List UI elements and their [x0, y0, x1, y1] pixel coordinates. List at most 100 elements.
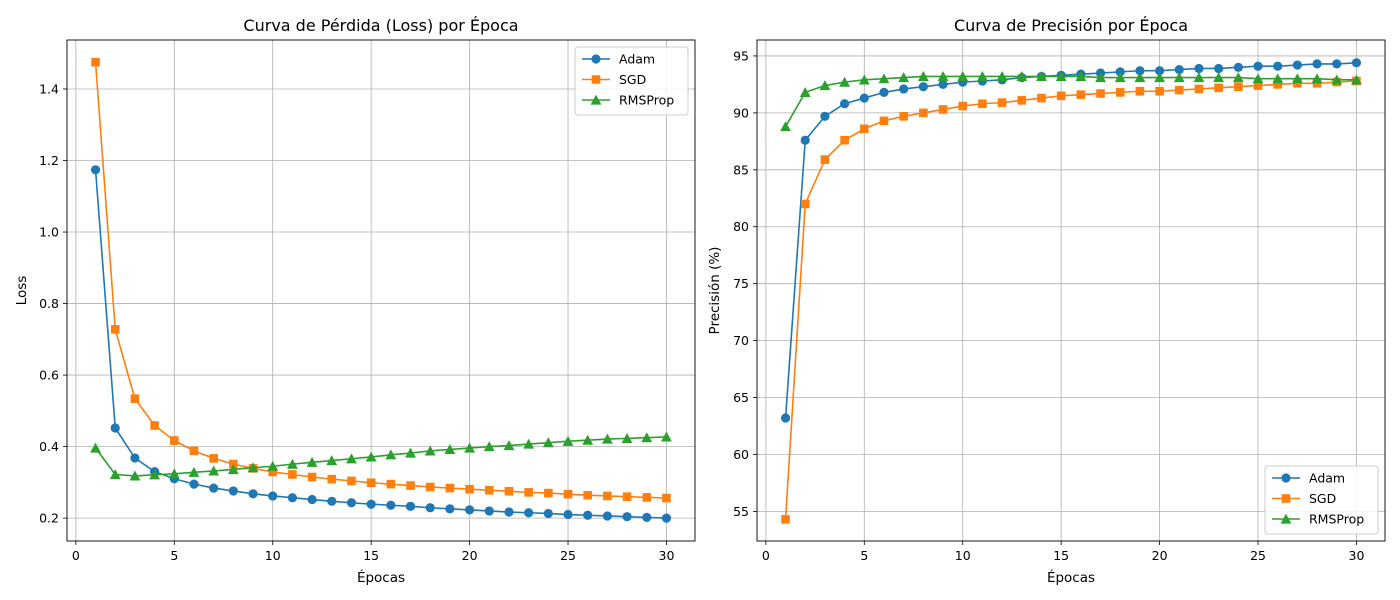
data-point [307, 472, 317, 482]
series-line-rmsprop [94, 436, 667, 477]
data-point [780, 413, 791, 423]
data-point [287, 493, 298, 503]
y-tick-label: 1.4 [39, 81, 59, 96]
x-tick-label: 0 [762, 548, 770, 563]
data-point [130, 453, 140, 463]
data-point [484, 506, 494, 516]
data-point [306, 456, 318, 467]
data-point [1055, 71, 1067, 82]
data-point [346, 453, 357, 464]
data-point [1115, 88, 1125, 97]
y-tick-label: 1.0 [39, 225, 59, 240]
y-tick-label: 65 [733, 390, 749, 405]
data-point [1173, 72, 1185, 83]
legend-item-sgd: SGD [582, 72, 646, 87]
data-point [819, 80, 831, 91]
data-point [840, 99, 850, 109]
legend-label: Adam [1309, 471, 1345, 486]
data-point [465, 484, 474, 494]
data-point [1232, 72, 1244, 83]
data-point [958, 101, 968, 111]
data-point [149, 469, 161, 480]
data-point [641, 432, 653, 443]
data-point [780, 121, 791, 132]
data-point [1096, 89, 1105, 98]
data-point [1273, 80, 1283, 89]
data-point [781, 515, 790, 524]
series-adam [90, 165, 672, 523]
data-point [327, 474, 337, 484]
data-point [524, 508, 534, 518]
data-point [622, 512, 632, 522]
chart-title: Curva de Pérdida (Loss) por Época [243, 16, 518, 35]
data-point [1351, 74, 1362, 85]
data-point [444, 444, 456, 455]
data-point [1311, 73, 1323, 84]
data-point [1017, 96, 1027, 105]
data-point [248, 489, 258, 499]
data-point [405, 447, 416, 458]
data-point [1193, 72, 1205, 83]
data-point [288, 470, 297, 479]
x-tick-label: 5 [170, 548, 178, 563]
data-point [1154, 66, 1165, 76]
data-point [582, 434, 594, 445]
data-point [937, 71, 949, 82]
data-point [209, 483, 219, 493]
plot-area [757, 40, 1385, 541]
y-tick-label: 0.6 [39, 368, 59, 383]
data-point [918, 82, 928, 92]
data-point [543, 508, 553, 519]
data-point [464, 442, 475, 453]
data-point [406, 481, 415, 490]
data-point [820, 155, 830, 164]
data-point [484, 485, 494, 495]
data-point [424, 445, 436, 456]
legend-label: SGD [1309, 491, 1336, 506]
data-point [859, 124, 869, 134]
data-point [523, 438, 535, 449]
data-point [524, 488, 533, 497]
data-point [800, 199, 810, 209]
data-point [504, 486, 514, 496]
data-point [1155, 86, 1164, 96]
data-point [878, 73, 890, 84]
legend-label: RMSProp [619, 93, 674, 108]
legend-label: SGD [619, 72, 646, 87]
data-point [1292, 60, 1302, 70]
legend-label: Adam [619, 52, 655, 67]
y-tick-label: 0.4 [39, 439, 59, 454]
legend-marker [1281, 473, 1291, 483]
data-point [917, 71, 929, 82]
x-tick-label: 10 [265, 548, 281, 563]
data-point [919, 108, 928, 118]
data-point [1194, 84, 1204, 94]
legend-box [1264, 465, 1379, 535]
y-tick-label: 70 [733, 333, 749, 348]
data-point [661, 431, 672, 442]
data-point [1214, 83, 1223, 93]
data-point [562, 435, 574, 446]
series-rmsprop [780, 71, 1362, 132]
legend-box [574, 46, 689, 116]
data-point [386, 479, 396, 489]
data-point [1016, 71, 1028, 82]
data-point [938, 105, 948, 114]
data-point [268, 467, 278, 477]
data-point [268, 491, 278, 501]
data-point [1075, 71, 1087, 82]
data-point [583, 510, 593, 520]
data-point [662, 493, 671, 503]
data-point [247, 462, 259, 473]
data-point [90, 442, 101, 453]
y-tick-label: 60 [733, 447, 749, 462]
x-axis-label: Épocas [357, 569, 405, 586]
y-tick-label: 0.2 [39, 511, 59, 526]
data-point [1076, 90, 1086, 99]
data-point [601, 433, 613, 444]
data-point [642, 512, 652, 522]
y-tick-label: 90 [733, 105, 749, 120]
data-point [544, 488, 553, 498]
data-point [563, 489, 573, 499]
